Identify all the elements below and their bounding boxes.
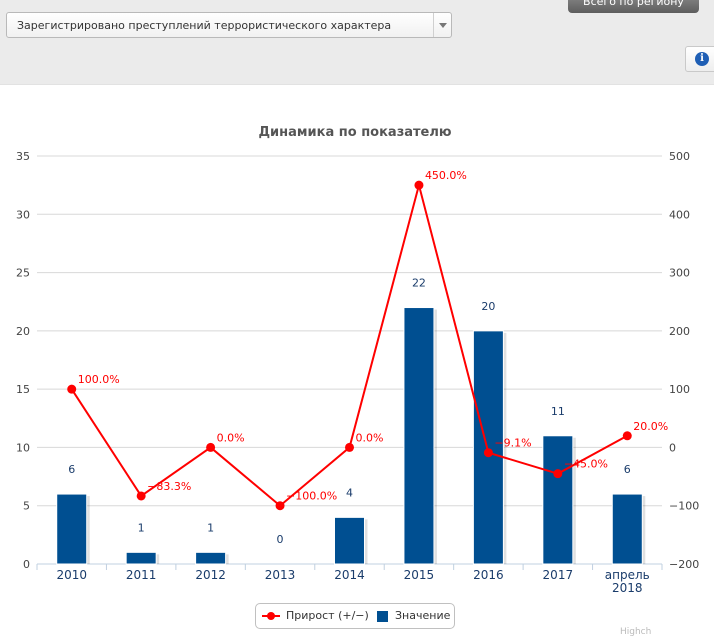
x-tick-label: 2013 bbox=[265, 568, 296, 582]
growth-point bbox=[67, 384, 77, 394]
indicator-select[interactable]: Зарегистрировано преступлений террористи… bbox=[6, 12, 452, 38]
legend-item-value[interactable]: Значение bbox=[256, 604, 454, 628]
bar-data-label: 6 bbox=[68, 463, 75, 476]
filter-panel: Зарегистрировано преступлений террористи… bbox=[0, 0, 714, 85]
y-right-tick-label: 300 bbox=[669, 267, 690, 280]
bar-data-label: 11 bbox=[551, 405, 565, 418]
y-right-tick-label: 100 bbox=[669, 383, 690, 396]
growth-point bbox=[275, 501, 285, 511]
y-right-tick-label: −200 bbox=[669, 558, 699, 571]
bar bbox=[472, 330, 504, 565]
y-right-tick-label: 200 bbox=[669, 325, 690, 338]
bar bbox=[334, 516, 365, 565]
bar bbox=[125, 551, 157, 565]
y-left-tick-label: 25 bbox=[16, 267, 30, 280]
bar bbox=[403, 307, 435, 565]
chart-legend: Прирост (+/−) Значение bbox=[255, 603, 455, 629]
chevron-down-icon[interactable] bbox=[433, 13, 451, 37]
bar bbox=[542, 435, 574, 565]
y-right-tick-label: 500 bbox=[669, 150, 690, 163]
growth-data-label: −83.3% bbox=[147, 480, 191, 493]
region-tab[interactable]: Всего по региону bbox=[568, 0, 699, 13]
y-right-tick-label: −100 bbox=[669, 500, 699, 513]
x-tick-label: 2011 bbox=[126, 568, 157, 582]
x-tick-label: 2015 bbox=[404, 568, 435, 582]
growth-point bbox=[206, 442, 216, 452]
bar-marker-icon bbox=[377, 611, 388, 622]
bar bbox=[56, 493, 88, 565]
y-left-tick-label: 35 bbox=[16, 150, 30, 163]
growth-data-label: 100.0% bbox=[78, 373, 120, 386]
growth-data-label: −100.0% bbox=[286, 490, 337, 503]
y-left-tick-label: 0 bbox=[23, 558, 30, 571]
growth-point bbox=[483, 448, 493, 458]
growth-data-label: −45.0% bbox=[564, 458, 608, 471]
growth-data-label: −9.1% bbox=[494, 437, 531, 450]
y-left-tick-label: 15 bbox=[16, 383, 30, 396]
bar-data-label: 6 bbox=[624, 463, 631, 476]
bar-data-label: 0 bbox=[277, 533, 284, 546]
info-icon: i bbox=[695, 52, 709, 66]
bar-data-label: 1 bbox=[207, 521, 214, 534]
bar bbox=[611, 493, 643, 565]
growth-point bbox=[414, 180, 424, 190]
bar-data-label: 4 bbox=[346, 486, 353, 499]
y-right-tick-label: 0 bbox=[669, 441, 676, 454]
line-marker-icon bbox=[262, 612, 280, 620]
x-tick-label: 2012 bbox=[195, 568, 226, 582]
growth-point bbox=[136, 491, 146, 501]
y-right-tick-label: 400 bbox=[669, 208, 690, 221]
bar bbox=[195, 551, 227, 565]
chart-title: Динамика по показателю bbox=[258, 125, 451, 140]
legend-label-growth: Прирост (+/−) bbox=[286, 609, 369, 622]
x-tick-label: апрель 2018 bbox=[605, 568, 650, 595]
x-tick-label: 2010 bbox=[56, 568, 87, 582]
growth-data-label: 0.0% bbox=[356, 431, 384, 444]
y-left-tick-label: 30 bbox=[16, 208, 30, 221]
growth-point bbox=[345, 442, 354, 452]
growth-point bbox=[622, 431, 632, 441]
indicator-select-value: Зарегистрировано преступлений террористи… bbox=[17, 19, 392, 32]
y-left-tick-label: 5 bbox=[23, 500, 30, 513]
info-button[interactable]: i bbox=[685, 46, 714, 72]
bar-data-label: 22 bbox=[412, 277, 426, 290]
legend-label-value: Значение bbox=[395, 609, 451, 622]
growth-data-label: 450.0% bbox=[425, 169, 467, 182]
growth-data-label: 0.0% bbox=[217, 431, 245, 444]
growth-point bbox=[553, 469, 563, 479]
y-left-tick-label: 20 bbox=[16, 325, 30, 338]
x-tick-label: 2017 bbox=[543, 568, 574, 582]
chart-credits: Highch bbox=[620, 627, 652, 637]
y-left-tick-label: 10 bbox=[16, 441, 30, 454]
bar-data-label: 1 bbox=[138, 521, 145, 534]
bar-data-label: 20 bbox=[481, 300, 495, 313]
x-tick-label: 2016 bbox=[473, 568, 504, 582]
growth-data-label: 20.0% bbox=[633, 420, 668, 433]
x-tick-label: 2014 bbox=[334, 568, 365, 582]
